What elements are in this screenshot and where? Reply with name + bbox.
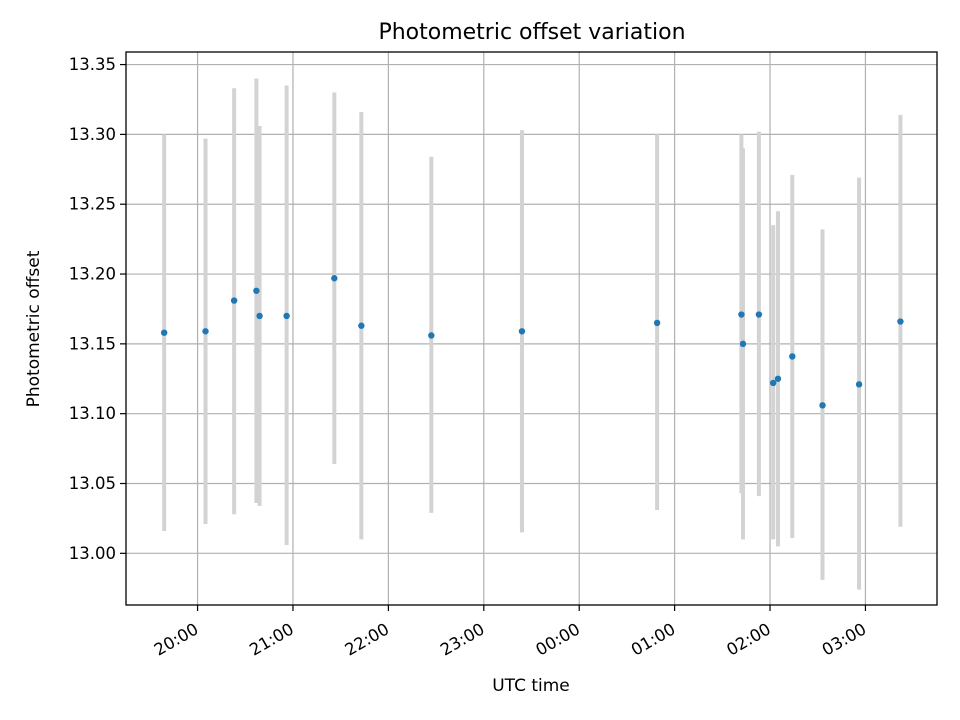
- data-point: [774, 375, 782, 382]
- data-point: [331, 275, 338, 282]
- y-tick-label: 13.20: [69, 265, 116, 284]
- error-bars: [162, 78, 903, 590]
- plot-frame: [125, 51, 938, 606]
- data-point: [738, 311, 745, 318]
- y-axis-ticks: 13.00 13.05 13.10 13.15 13.20 13.25 13.30 13.35: [69, 55, 126, 563]
- data-point: [739, 340, 747, 348]
- x-axis-label: UTC time: [492, 676, 570, 696]
- chart-title: Photometric offset variation: [378, 20, 685, 45]
- data-point: [518, 328, 526, 335]
- x-tick-label: 00:00: [533, 619, 584, 659]
- x-tick-label: 01:00: [628, 619, 679, 659]
- data-point: [855, 381, 863, 388]
- y-tick-label: 13.00: [69, 544, 116, 563]
- data-point: [256, 312, 263, 320]
- data-point: [202, 328, 209, 335]
- data-point: [358, 322, 365, 329]
- x-tick-label: 23:00: [437, 619, 488, 659]
- data-point: [755, 311, 763, 318]
- y-tick-label: 13.10: [69, 404, 116, 423]
- data-points: [160, 275, 904, 409]
- data-point: [230, 297, 238, 304]
- y-tick-label: 13.05: [69, 474, 116, 493]
- x-tick-label: 02:00: [723, 619, 774, 659]
- y-tick-label: 13.35: [69, 55, 116, 74]
- x-tick-label: 03:00: [819, 619, 870, 659]
- x-axis-ticks: 20:00 21:00 22:00 23:00 00:00 01:00 02:00 03:00: [151, 605, 870, 660]
- x-tick-label: 22:00: [342, 619, 393, 659]
- grid-lines: [126, 52, 937, 605]
- data-point: [160, 329, 168, 336]
- y-tick-label: 13.30: [69, 125, 116, 144]
- y-tick-label: 13.15: [69, 334, 116, 353]
- data-point: [283, 312, 290, 320]
- data-point: [770, 379, 777, 387]
- y-axis-label: Photometric offset: [24, 250, 44, 407]
- data-point: [789, 353, 796, 360]
- data-point: [253, 287, 260, 294]
- x-tick-label: 20:00: [151, 619, 202, 659]
- data-point: [653, 319, 661, 327]
- x-tick-label: 21:00: [246, 619, 297, 659]
- data-point: [897, 318, 904, 325]
- data-point: [428, 332, 435, 339]
- y-tick-label: 13.25: [69, 195, 116, 214]
- data-point: [819, 402, 826, 409]
